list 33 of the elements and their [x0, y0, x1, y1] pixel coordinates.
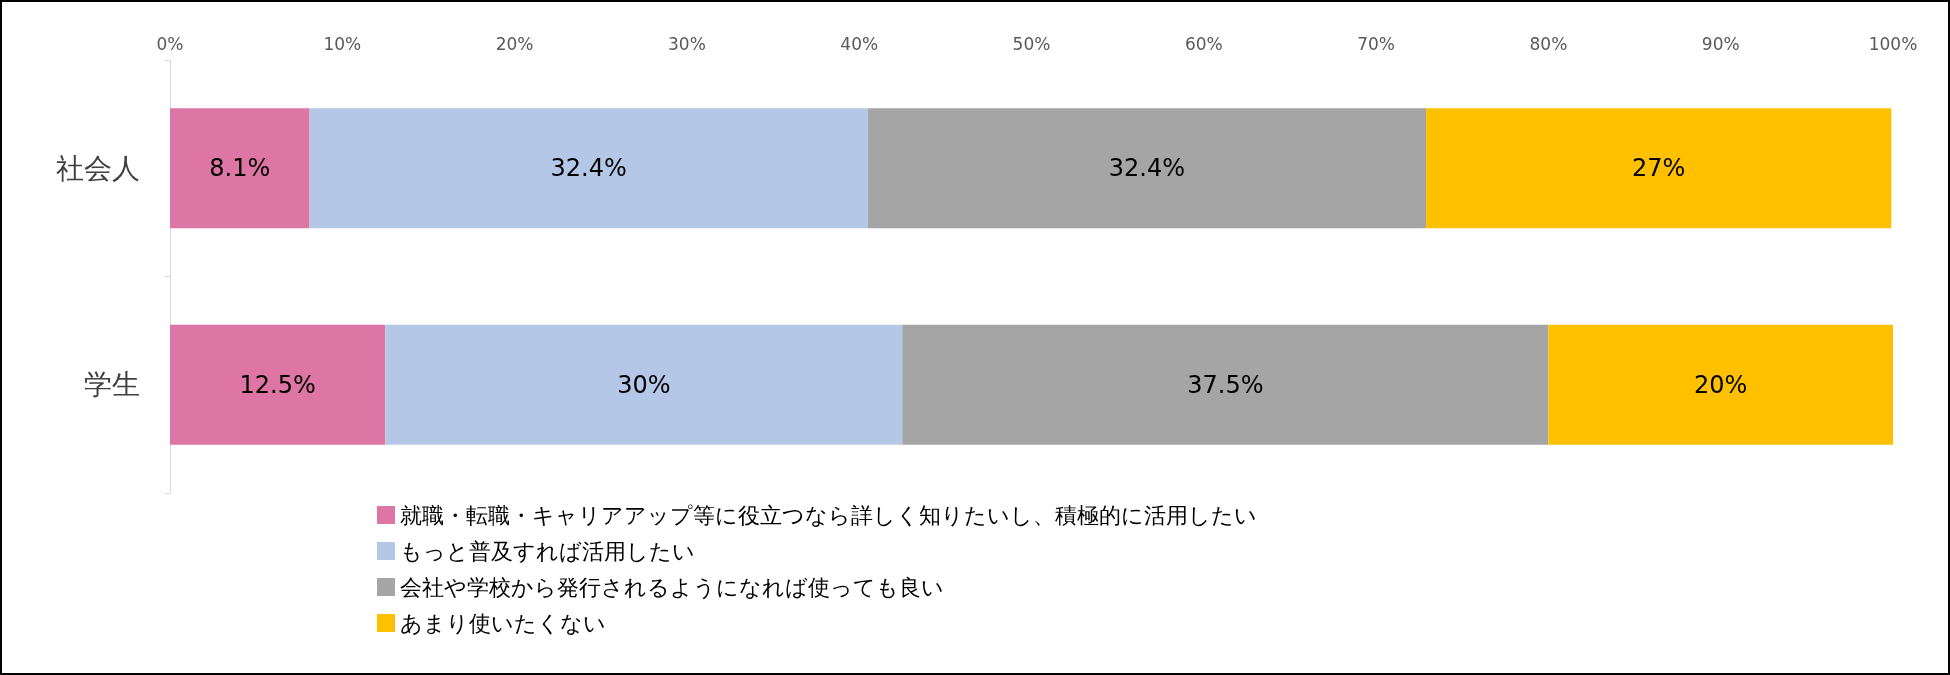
legend-label: もっと普及すれば活用したい — [400, 538, 695, 564]
y-tick-label: 社会人 — [56, 151, 140, 185]
x-tick-label: 70% — [1357, 33, 1395, 54]
y-tick-label: 学生 — [84, 368, 140, 402]
legend-label: あまり使いたくない — [400, 610, 606, 636]
bar — [1548, 324, 1893, 445]
x-tick-label: 50% — [1012, 33, 1051, 54]
x-tick-label: 20% — [495, 33, 534, 54]
data-label: 27% — [1632, 154, 1686, 183]
bar — [385, 324, 903, 445]
x-tick-label: 40% — [840, 33, 879, 54]
data-label: 30% — [617, 370, 671, 399]
data-label: 20% — [1694, 370, 1748, 399]
bar — [902, 324, 1549, 445]
bar — [309, 108, 868, 229]
data-label: 37.5% — [1187, 370, 1264, 399]
x-tick-label: 80% — [1529, 33, 1568, 54]
legend-label: 会社や学校から発行されるようになれば使っても良い — [400, 574, 944, 600]
bar — [867, 108, 1427, 229]
x-tick-label: 90% — [1701, 33, 1740, 54]
x-tick-label: 10% — [323, 33, 362, 54]
bar — [170, 324, 386, 445]
data-label: 12.5% — [239, 370, 316, 399]
bar — [170, 108, 310, 229]
legend-label: 就職・転職・キャリアアップ等に役立つなら詳しく知りたいし、積極的に活用したい — [400, 502, 1257, 528]
x-tick-label: 30% — [668, 33, 706, 54]
bar — [1426, 108, 1892, 229]
x-tick-label: 0% — [156, 33, 184, 54]
data-label: 32.4% — [550, 154, 627, 183]
data-label: 8.1% — [209, 154, 271, 183]
x-tick-label: 100% — [1868, 33, 1918, 54]
x-tick-label: 60% — [1184, 33, 1223, 54]
data-label: 32.4% — [1108, 154, 1186, 183]
